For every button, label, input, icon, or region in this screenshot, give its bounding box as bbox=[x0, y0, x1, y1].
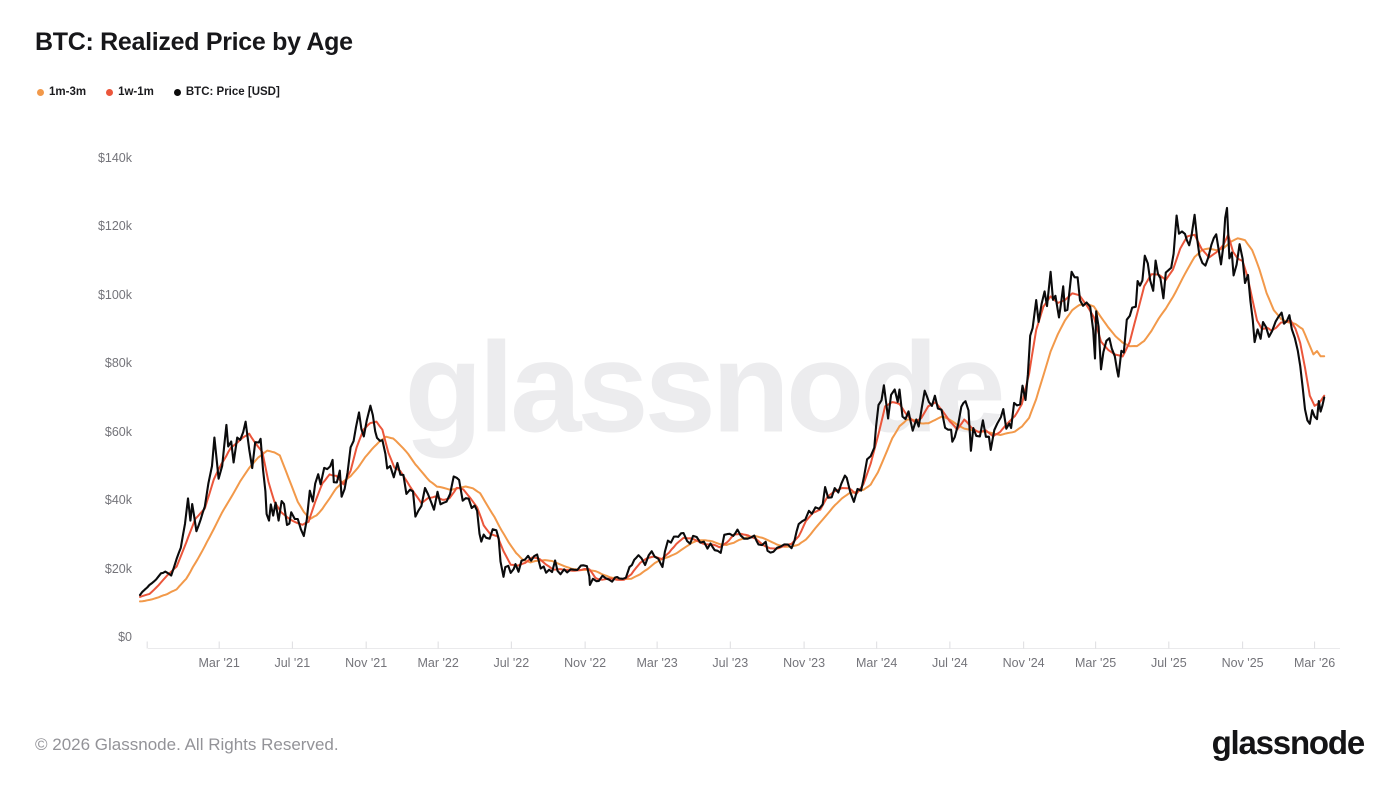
glassnode-watermark: glassnode bbox=[404, 316, 1005, 460]
y-axis-label: $20k bbox=[104, 561, 132, 576]
legend-label: 1w-1m bbox=[118, 86, 154, 98]
x-axis-label: Mar '23 bbox=[636, 656, 678, 670]
x-axis-label: Nov '22 bbox=[564, 656, 607, 670]
y-axis-label: $140k bbox=[97, 151, 132, 165]
x-axis-label: Mar '26 bbox=[1293, 656, 1336, 670]
x-axis-label: Nov '25 bbox=[1221, 656, 1264, 670]
chart-legend: 1m-3m 1w-1m BTC: Price [USD] bbox=[37, 86, 280, 98]
y-axis-label: $40k bbox=[104, 493, 132, 508]
legend-dot-icon bbox=[173, 88, 181, 96]
y-axis-label: $60k bbox=[104, 424, 132, 439]
x-axis-label: Nov '21 bbox=[345, 656, 388, 670]
chart-title: BTC: Realized Price by Age bbox=[35, 28, 353, 56]
legend-item-0[interactable]: 1m-3m bbox=[37, 86, 86, 98]
legend-item-1[interactable]: 1w-1m bbox=[106, 86, 154, 98]
x-axis-label: Jul '21 bbox=[274, 656, 311, 670]
glassnode-logo: glassnode bbox=[1211, 724, 1366, 761]
x-axis-label: Mar '25 bbox=[1074, 656, 1117, 670]
legend-label: BTC: Price [USD] bbox=[185, 86, 280, 98]
x-axis-label: Mar '22 bbox=[417, 656, 459, 670]
y-axis-label: $80k bbox=[104, 356, 132, 371]
y-axis-label: $120k bbox=[97, 219, 132, 234]
x-axis-label: Jul '25 bbox=[1150, 656, 1187, 670]
copyright-text: © 2026 Glassnode. All Rights Reserved. bbox=[35, 735, 339, 754]
x-axis-label: Nov '24 bbox=[1002, 656, 1045, 670]
series-line-1m-3m bbox=[139, 237, 1326, 603]
y-axis-label: $0 bbox=[118, 630, 132, 644]
x-axis-label: Jul '23 bbox=[712, 656, 749, 670]
legend-dot-icon bbox=[37, 88, 44, 96]
x-axis-label: Mar '24 bbox=[856, 656, 898, 670]
legend-label: 1m-3m bbox=[49, 86, 87, 98]
x-axis-label: Nov '23 bbox=[783, 656, 826, 670]
series-line-btc-price-usd- bbox=[138, 206, 1326, 597]
x-axis-label: Jul '22 bbox=[493, 656, 530, 670]
x-axis-label: Jul '24 bbox=[931, 656, 968, 670]
x-axis-label: Mar '21 bbox=[198, 656, 240, 670]
legend-item-2[interactable]: BTC: Price [USD] bbox=[173, 86, 280, 98]
legend-dot-icon bbox=[106, 88, 114, 96]
y-axis-label: $100k bbox=[97, 287, 132, 302]
